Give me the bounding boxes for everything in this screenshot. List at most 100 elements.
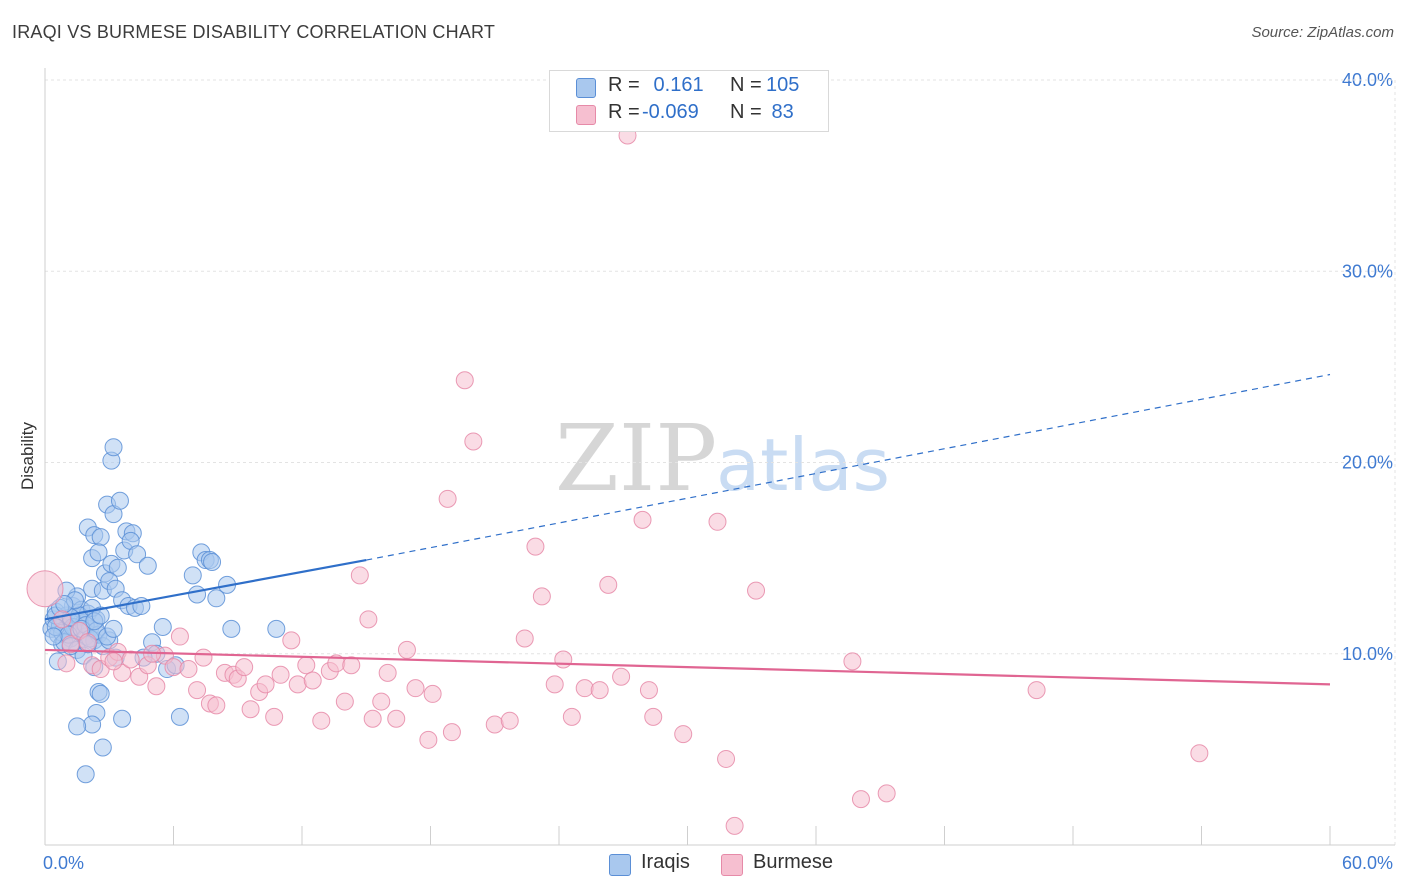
burmese-point bbox=[500, 711, 519, 730]
iraqis-swatch-icon bbox=[576, 78, 596, 98]
burmese-point bbox=[526, 537, 545, 556]
watermark-atlas: atlas bbox=[716, 423, 890, 507]
x-tick-label: 0.0% bbox=[43, 853, 84, 873]
burmese-point bbox=[717, 749, 736, 768]
burmese-point bbox=[442, 723, 461, 742]
watermark-zip: ZIP bbox=[555, 405, 717, 512]
burmese-point bbox=[747, 581, 766, 600]
burmese-point bbox=[612, 667, 631, 686]
burmese-point bbox=[843, 652, 862, 671]
burmese-point bbox=[188, 681, 207, 700]
burmese-point bbox=[877, 784, 896, 803]
iraqis-point bbox=[203, 552, 222, 571]
iraqis-point bbox=[267, 619, 286, 638]
burmese-point bbox=[342, 656, 361, 675]
burmese-point bbox=[590, 681, 609, 700]
burmese-point bbox=[288, 675, 307, 694]
legend-r-value: -0.069 bbox=[642, 101, 699, 123]
burmese-swatch-icon bbox=[576, 105, 596, 125]
burmese-point bbox=[170, 627, 189, 646]
iraqis-point bbox=[128, 545, 147, 564]
y-tick-label: 30.0% bbox=[1342, 261, 1393, 281]
legend-label-iraqis: Iraqis bbox=[641, 851, 690, 873]
burmese-point bbox=[53, 610, 72, 629]
correlation-legend: R = 0.161 N = 105 R = -0.069 N = 83 bbox=[549, 70, 829, 132]
burmese-point bbox=[708, 512, 727, 531]
burmese-point bbox=[397, 640, 416, 659]
burmese-point bbox=[207, 696, 226, 715]
legend-r-value: 0.161 bbox=[648, 74, 704, 96]
legend-r-label: R = bbox=[608, 101, 646, 123]
burmese-point bbox=[455, 371, 474, 390]
burmese-point bbox=[554, 650, 573, 669]
legend-n-label: N = bbox=[730, 74, 768, 96]
burmese-point bbox=[271, 665, 290, 684]
legend-n-label: N = bbox=[730, 101, 768, 123]
y-tick-label: 10.0% bbox=[1342, 644, 1393, 664]
burmese-point bbox=[1027, 681, 1046, 700]
burmese-point bbox=[1190, 744, 1209, 763]
burmese-point bbox=[464, 432, 483, 451]
iraqis-point bbox=[91, 606, 110, 625]
burmese-point bbox=[359, 610, 378, 629]
iraqis-point bbox=[93, 738, 112, 757]
burmese-point bbox=[419, 730, 438, 749]
burmese-point bbox=[372, 692, 391, 711]
iraqis-point bbox=[76, 765, 95, 784]
iraqis-trend-extension bbox=[366, 373, 1331, 561]
y-axis-title: Disability bbox=[18, 421, 37, 490]
iraqis-trend-line bbox=[44, 558, 367, 621]
iraqis-point bbox=[89, 543, 108, 562]
legend-n-value: 83 bbox=[766, 101, 794, 123]
burmese-point bbox=[147, 677, 166, 696]
iraqis-point bbox=[108, 558, 127, 577]
burmese-point bbox=[438, 489, 457, 508]
iraqis-point bbox=[153, 617, 172, 636]
burmese-point bbox=[674, 725, 693, 744]
burmese-point bbox=[562, 707, 581, 726]
burmese-point bbox=[26, 570, 64, 608]
iraqis-point bbox=[104, 438, 123, 457]
burmese-legend-icon bbox=[721, 854, 743, 876]
burmese-point bbox=[350, 566, 369, 585]
iraqis-point bbox=[207, 589, 226, 608]
iraqis-point bbox=[68, 717, 87, 736]
burmese-point bbox=[282, 631, 301, 650]
x-tick-label: 60.0% bbox=[1342, 853, 1393, 873]
iraqis-point bbox=[113, 709, 132, 728]
burmese-point bbox=[545, 675, 564, 694]
iraqis-point bbox=[91, 528, 110, 547]
iraqis-point bbox=[170, 707, 189, 726]
burmese-point bbox=[256, 675, 275, 694]
iraqis-point bbox=[91, 684, 110, 703]
burmese-point bbox=[57, 654, 76, 673]
burmese-point bbox=[121, 650, 140, 669]
chart-title: IRAQI VS BURMESE DISABILITY CORRELATION … bbox=[12, 22, 496, 42]
legend-r-label: R = bbox=[608, 74, 646, 96]
burmese-point bbox=[303, 671, 322, 690]
burmese-point bbox=[265, 707, 284, 726]
burmese-point bbox=[639, 681, 658, 700]
iraqis-point bbox=[110, 491, 129, 510]
burmese-point bbox=[485, 715, 504, 734]
iraqis-point bbox=[104, 619, 123, 638]
iraqis-legend-icon bbox=[609, 854, 631, 876]
iraqis-point bbox=[138, 556, 157, 575]
burmese-point bbox=[387, 709, 406, 728]
chart-source: Source: ZipAtlas.com bbox=[1251, 24, 1394, 41]
iraqis-point bbox=[44, 627, 63, 646]
burmese-point bbox=[104, 652, 123, 671]
burmese-point bbox=[515, 629, 534, 648]
iraqis-point bbox=[188, 585, 207, 604]
burmese-point bbox=[194, 648, 213, 667]
burmese-point bbox=[423, 684, 442, 703]
burmese-point bbox=[378, 663, 397, 682]
legend-label-burmese: Burmese bbox=[753, 851, 834, 873]
burmese-point bbox=[599, 575, 618, 594]
iraqis-point bbox=[83, 715, 102, 734]
iraqis-point bbox=[222, 619, 241, 638]
burmese-point bbox=[335, 692, 354, 711]
burmese-point bbox=[297, 656, 316, 675]
iraqis-point bbox=[183, 566, 202, 585]
